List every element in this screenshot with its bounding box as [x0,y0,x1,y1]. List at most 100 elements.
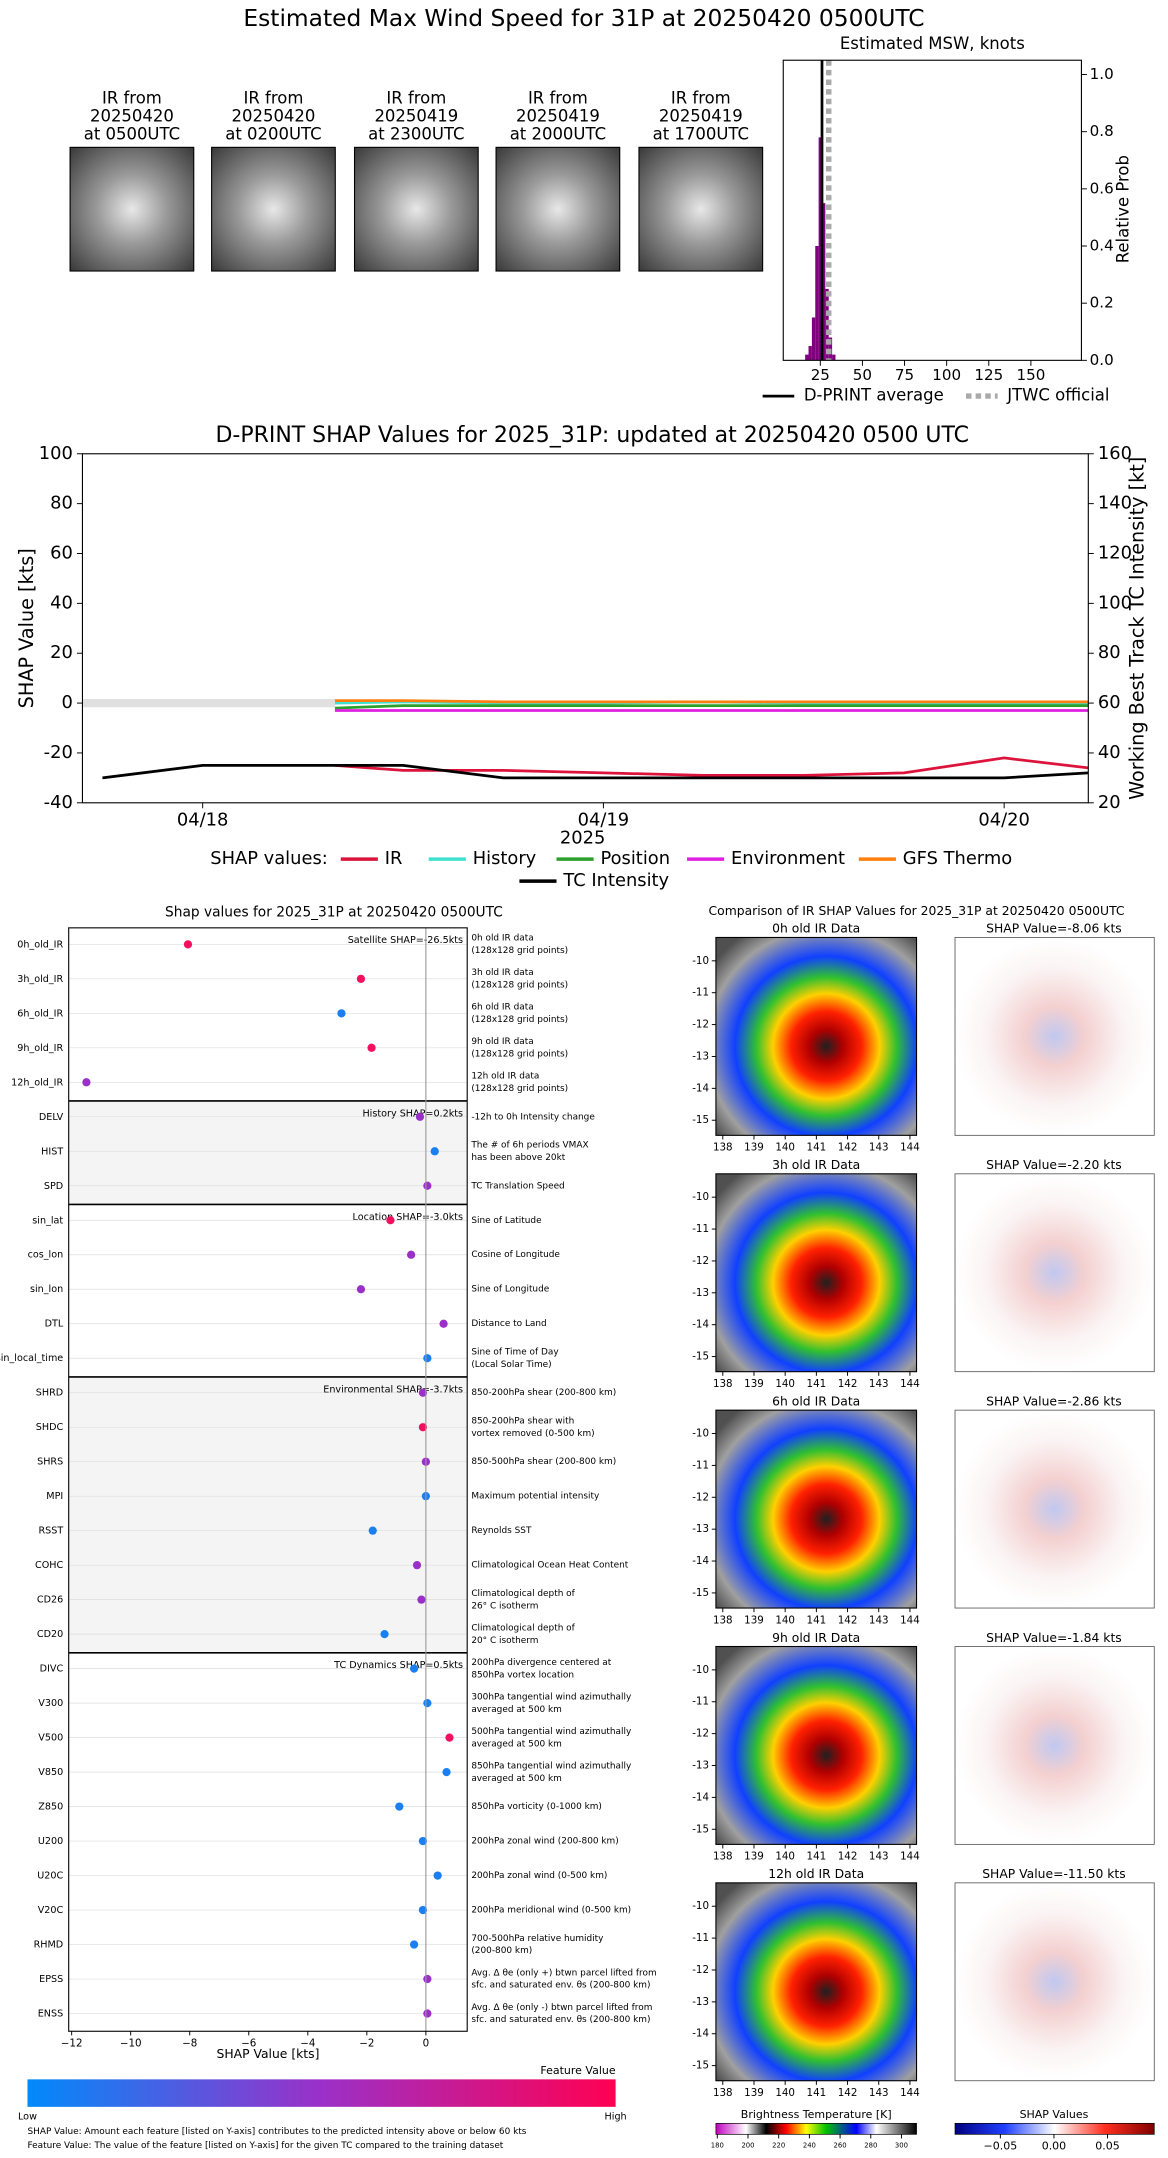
shap-dot [415,1112,425,1121]
lon-label: 139 [744,2087,764,2099]
feature-description: 850-500hPa shear (200-800 km) [471,1457,616,1467]
x-tick-label: −10 [120,2038,142,2050]
hist-bar [811,317,816,361]
lon-label: 143 [869,1851,889,1863]
lat-label: -13 [692,1523,709,1535]
shap-title: SHAP Value=-8.06 kts [986,922,1122,936]
feature-description: -12h to 0h Intensity change [471,1112,595,1122]
lon-label: 141 [807,2087,827,2099]
shap-dot [418,1388,428,1397]
x-tick-label: 04/19 [578,810,629,831]
lon-label: 140 [775,2087,795,2099]
feature-description: (Local Solar Time) [471,1360,551,1370]
feature-label: DELV [39,1112,64,1123]
x-tick-label: 50 [853,366,872,384]
thumbnail-title: at 2300UTC [368,124,464,143]
lon-label: 138 [713,1614,733,1626]
shap-dot [423,1699,432,1708]
hist-bar [821,203,826,361]
thumbnail-title: 20250420 [232,107,316,126]
shap-dot [423,2009,432,2018]
lon-label: 144 [900,1851,920,1863]
lon-label: 142 [838,1851,858,1863]
shap-dot [417,1595,426,1604]
x-tick-label: −8 [182,2038,197,2050]
lat-label: -13 [692,1050,709,1062]
feature-description: 26° C isotherm [471,1601,538,1611]
lat-label: -14 [692,1791,709,1803]
y-tick-label: 100 [39,443,73,464]
lon-label: 141 [807,1614,827,1626]
y-tick-label: 20 [50,642,73,663]
shap-colorbar-label: SHAP Values [1020,2108,1089,2121]
y-tick-label: -40 [44,792,73,813]
y2-tick-label: 100 [1098,592,1132,613]
shap-image [954,1409,1155,1609]
y-axis-label: Relative Prob [1114,155,1133,263]
feature-description: 850hPa vortex location [471,1670,574,1680]
shap-dot [423,1974,432,1984]
feature-label: COHC [35,1560,63,1571]
dot-frame [68,927,468,2032]
shap-title: SHAP Value=-1.84 kts [986,1631,1122,1645]
feature-description: Climatological Ocean Heat Content [471,1561,628,1571]
feature-description: Maximum potential intensity [471,1492,600,1502]
feature-label: SHDC [36,1422,64,1433]
colorbar-high: High [605,2111,627,2122]
lat-label: -10 [692,955,709,967]
lon-label: 140 [775,1851,795,1863]
lon-label: 142 [838,1378,858,1390]
lon-label: 139 [744,1851,764,1863]
lat-label: -10 [692,1664,709,1676]
shap-colorbar [954,2122,1155,2135]
shap-dot [409,1940,419,1949]
feature-description: (128x128 grid points) [471,1049,568,1059]
group-shade [68,1376,468,1653]
lon-label: 139 [744,1614,764,1626]
series-line [334,699,1089,704]
ir-thumbnail [211,146,336,272]
lat-label: -12 [692,1964,709,1976]
y2-tick-label: 140 [1098,493,1132,514]
shap-dot [356,1285,366,1294]
feature-description: 850-200hPa shear with [471,1417,574,1427]
colorbar-title: Feature Value [540,2064,615,2077]
feature-description: averaged at 500 km [471,1739,562,1749]
feature-description: 0h old IR data [471,934,533,944]
lat-label: -13 [692,1996,709,2008]
bt-colorbar-label: Brightness Temperature [K] [741,2108,892,2121]
y-tick-label: 1.0 [1090,65,1114,83]
hist-bar [815,246,819,361]
lon-label: 143 [869,1378,889,1390]
feature-description: Avg. Δ θe (only +) btwn parcel lifted fr… [471,1968,656,1978]
feature-description: (128x128 grid points) [471,1084,568,1094]
lon-label: 139 [744,1378,764,1390]
ir-image [715,1645,918,1845]
feature-description: Reynolds SST [471,1526,532,1536]
shap-dot [82,1078,91,1087]
y-tick-label: 0.4 [1090,237,1114,255]
lon-label: 138 [713,1851,733,1863]
feature-description: 200hPa zonal wind (200-800 km) [471,1837,618,1847]
lon-label: 140 [775,1378,795,1390]
x-tick-label: 04/20 [978,810,1029,831]
colorbar-low: Low [18,2111,37,2122]
feature-label: 6h_old_IR [17,1008,63,1019]
shap-dot [442,1767,451,1777]
shap-dot [423,1181,432,1190]
shap-dot [386,1216,395,1225]
ir-thumbnail [495,146,621,272]
feature-label: DTL [45,1319,64,1330]
feature-description: (128x128 grid points) [471,1015,568,1025]
y-tick-label: 0.8 [1090,122,1114,140]
feature-label: sin_local_time [0,1353,63,1364]
lon-label: 144 [900,1614,920,1626]
shap-dot [423,1354,432,1363]
feature-description: sfc. and saturated env. θs (200-800 km) [471,2015,650,2025]
y-tick-label: 40 [50,592,73,613]
lat-label: -14 [692,1319,709,1331]
feature-description: 200hPa meridional wind (0-500 km) [471,1906,631,1916]
thumbnail-title: 20250419 [374,107,458,126]
legend-label: TC Intensity [562,870,669,891]
